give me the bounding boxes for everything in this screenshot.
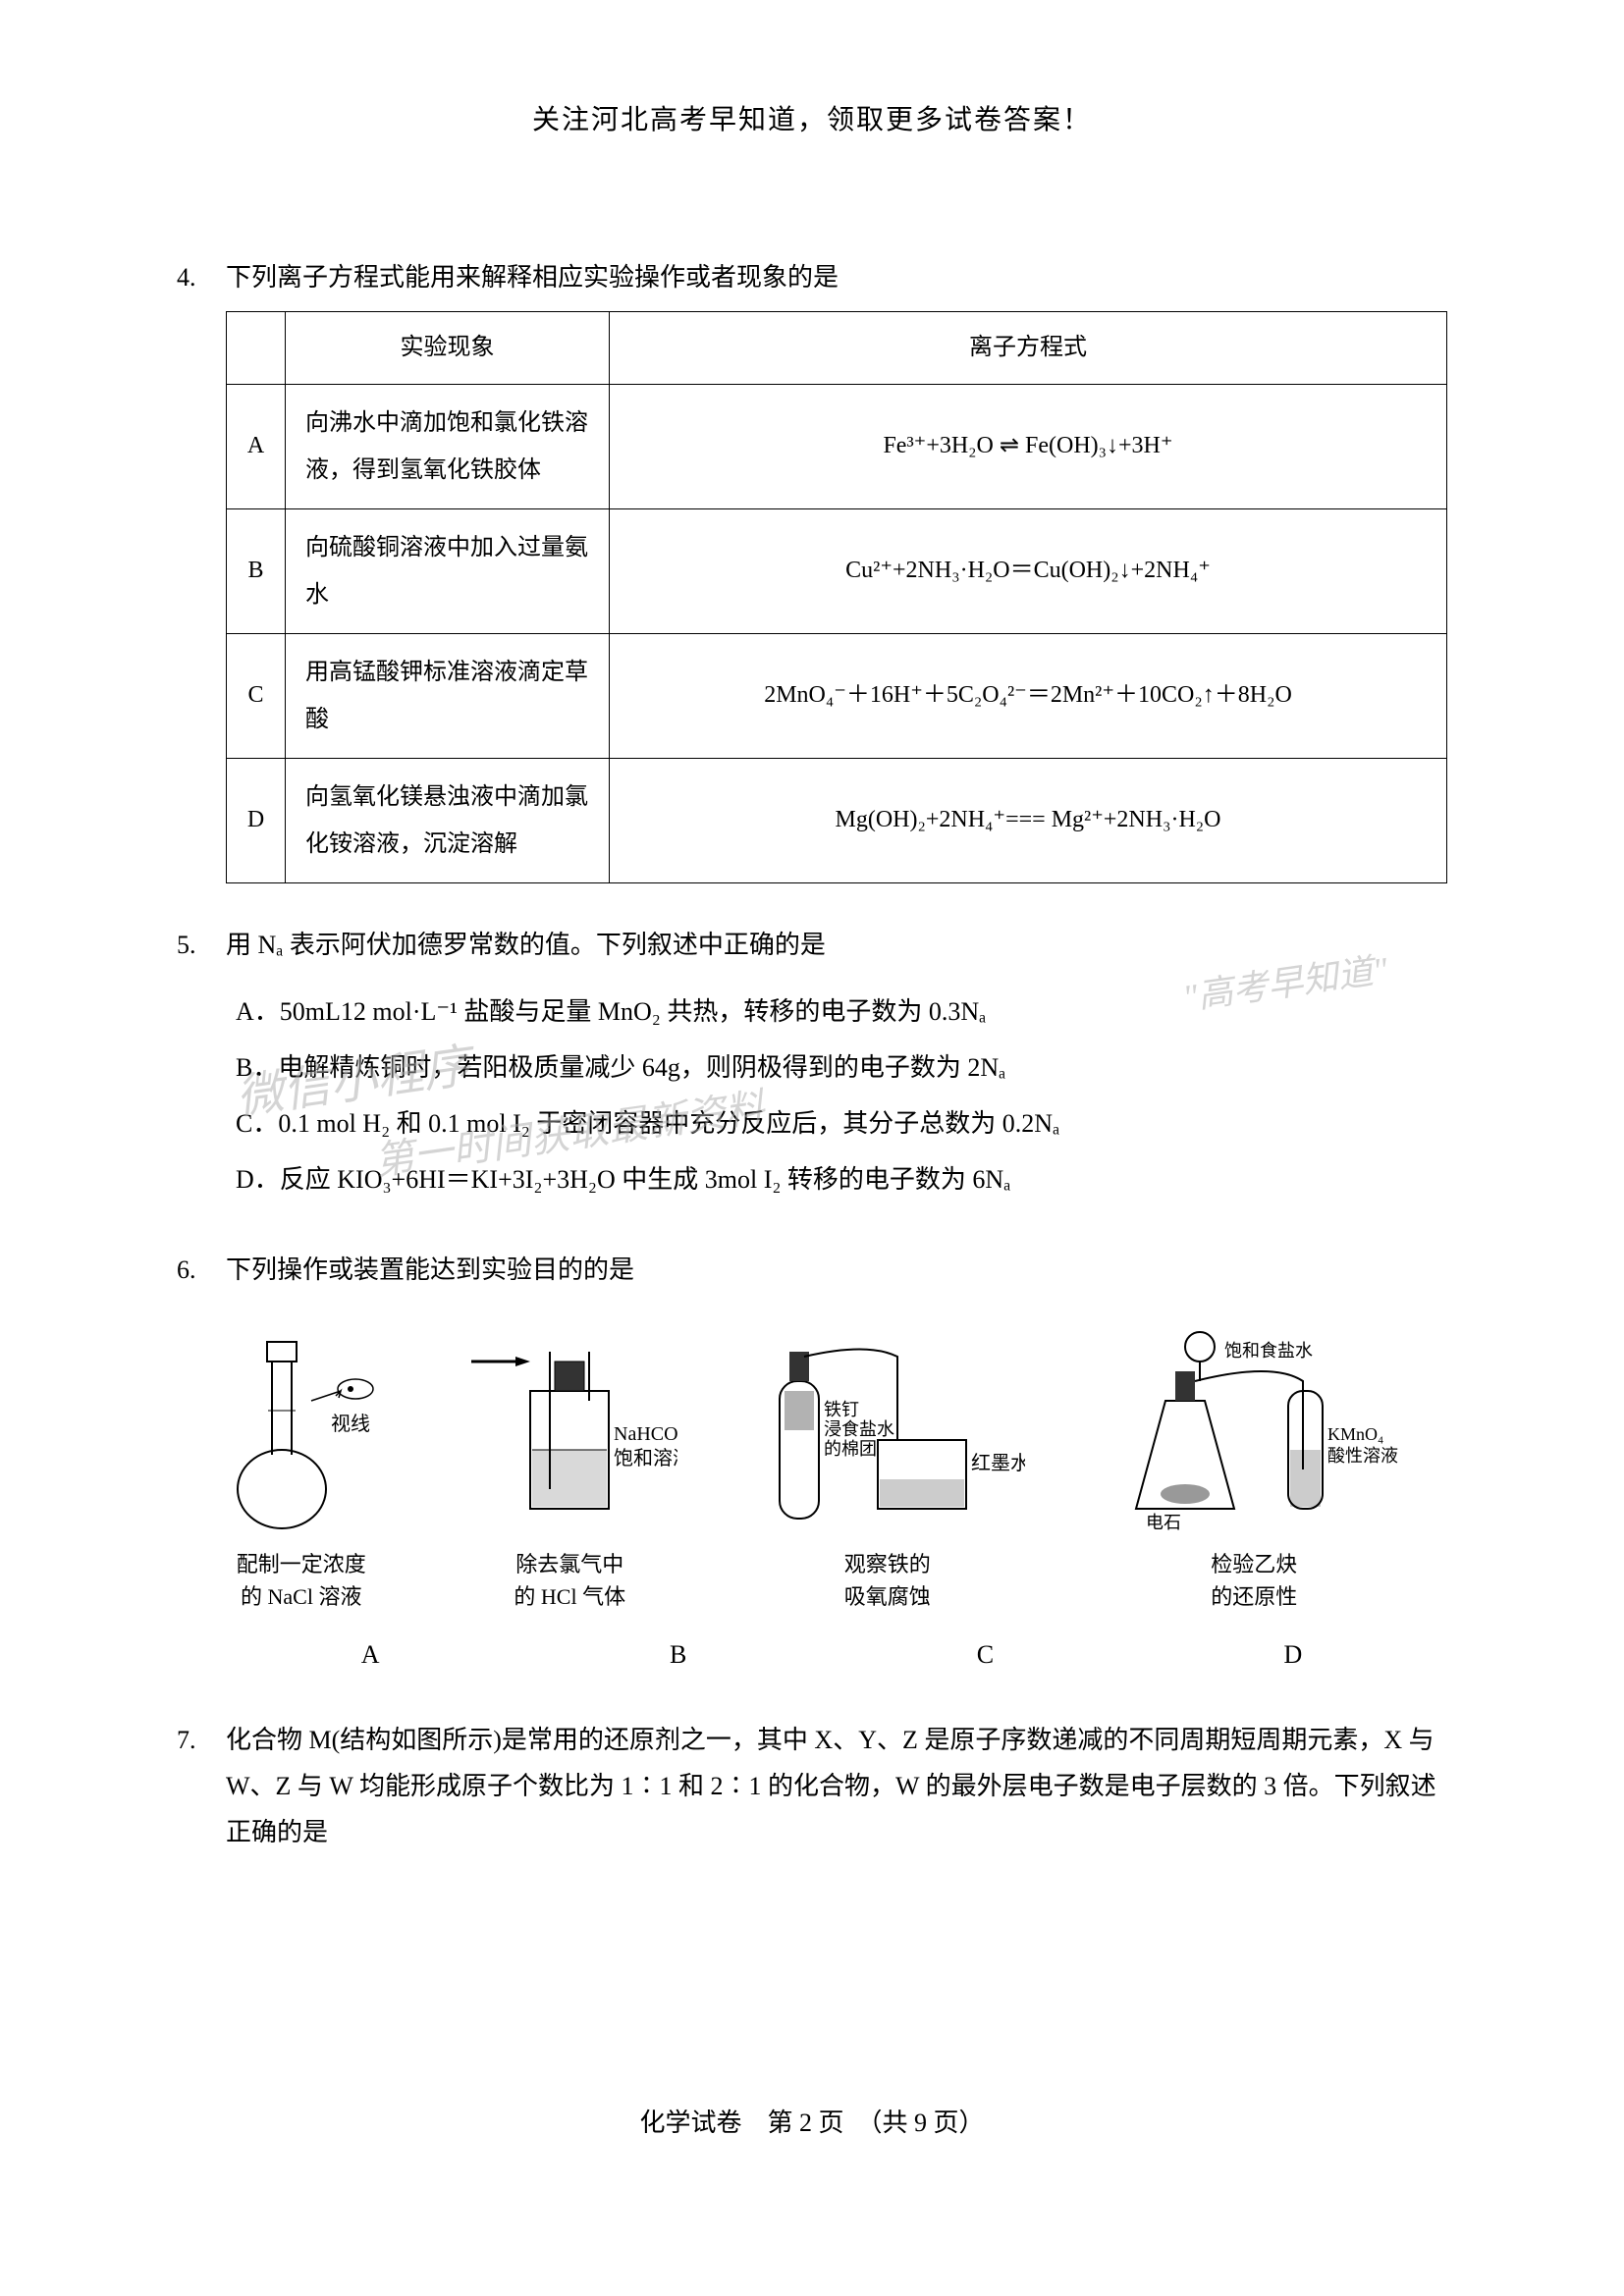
- row-phenom: 用高锰酸钾标准溶液滴定草酸: [286, 633, 610, 758]
- table-row: A 向沸水中滴加饱和氯化铁溶液，得到氢氧化铁胶体 Fe³⁺+3H₂O ⇌ Fe(…: [227, 384, 1447, 508]
- row-eq: Mg(OH)₂+2NH₄⁺=== Mg²⁺+2NH₃·H₂O: [610, 758, 1447, 882]
- q4-table: 实验现象 离子方程式 A 向沸水中滴加饱和氯化铁溶液，得到氢氧化铁胶体 Fe³⁺…: [226, 311, 1447, 883]
- diag-b-caption: 除去氯气中 的 HCl 气体: [461, 1548, 677, 1613]
- corrosion-icon: 铁钉 浸食盐水 的棉团 红墨水: [750, 1322, 1025, 1538]
- diagram-b: NaHCO₃ 饱和溶液 除去氯气中 的 HCl 气体: [461, 1322, 677, 1613]
- row-phenom: 向硫酸铜溶液中加入过量氨水: [286, 508, 610, 633]
- diag-c-caption: 观察铁的 吸氧腐蚀: [750, 1548, 1025, 1613]
- diagram-c: 铁钉 浸食盐水 的棉团 红墨水 观察铁的 吸氧腐蚀: [750, 1322, 1025, 1613]
- q5-opt-a: A．50mL12 mol·L⁻¹ 盐酸与足量 MnO₂ 共热，转移的电子数为 0…: [236, 984, 1447, 1040]
- label-ink: 红墨水: [971, 1452, 1025, 1474]
- row-label: C: [227, 633, 286, 758]
- q5-num: 5.: [177, 923, 226, 969]
- label-nahco3: NaHCO₃: [614, 1423, 677, 1445]
- row-label: A: [227, 384, 286, 508]
- question-7: 7. 化合物 M(结构如图所示)是常用的还原剂之一，其中 X、Y、Z 是原子序数…: [177, 1718, 1447, 1855]
- diagram-a: 视线 配制一定浓度 的 NaCl 溶液: [213, 1322, 390, 1613]
- q5-opt-b: B．电解精炼铜时，若阳极质量减少 64g，则阴极得到的电子数为 2Nₐ: [236, 1040, 1447, 1095]
- q4-num: 4.: [177, 255, 226, 301]
- row-label: B: [227, 508, 286, 633]
- row-eq: 2MnO₄⁻＋16H⁺＋5C₂O₄²⁻＝2Mn²⁺＋10CO₂↑＋8H₂O: [610, 633, 1447, 758]
- row-eq: Fe³⁺+3H₂O ⇌ Fe(OH)₃↓+3H⁺: [610, 384, 1447, 508]
- table-row: D 向氢氧化镁悬浊液中滴加氯化铵溶液，沉淀溶解 Mg(OH)₂+2NH₄⁺===…: [227, 758, 1447, 882]
- table-row: B 向硫酸铜溶液中加入过量氨水 Cu²⁺+2NH₃·H₂O＝Cu(OH)₂↓+2…: [227, 508, 1447, 633]
- diagram-d: 饱和食盐水 电石 KMnO₄ 酸性溶液 检验乙炔 的还原性: [1097, 1322, 1411, 1613]
- diag-letter-c: C: [977, 1632, 994, 1679]
- question-5: 5. 用 Nₐ 表示阿伏加德罗常数的值。下列叙述中正确的是 A．50mL12 m…: [177, 923, 1447, 1208]
- q7-text: 化合物 M(结构如图所示)是常用的还原剂之一，其中 X、Y、Z 是原子序数递减的…: [226, 1718, 1447, 1855]
- row-phenom: 向沸水中滴加饱和氯化铁溶液，得到氢氧化铁胶体: [286, 384, 610, 508]
- diag-a-caption: 配制一定浓度 的 NaCl 溶液: [213, 1548, 390, 1613]
- row-label: D: [227, 758, 286, 882]
- diag-letter-a: A: [361, 1632, 380, 1679]
- label-sight: 视线: [331, 1413, 370, 1435]
- q6-text: 下列操作或装置能达到实验目的的是: [226, 1248, 1447, 1294]
- th-blank: [227, 311, 286, 384]
- q4-text: 下列离子方程式能用来解释相应实验操作或者现象的是: [226, 255, 1447, 301]
- flask-icon: 视线: [213, 1322, 390, 1538]
- th-eq: 离子方程式: [610, 311, 1447, 384]
- label-iron: 铁钉: [824, 1400, 859, 1419]
- wash-bottle-icon: NaHCO₃ 饱和溶液: [461, 1322, 677, 1538]
- diag-d-caption: 检验乙炔 的还原性: [1097, 1548, 1411, 1613]
- question-4: 4. 下列离子方程式能用来解释相应实验操作或者现象的是 实验现象 离子方程式 A…: [177, 255, 1447, 883]
- label-cotton2: 的棉团: [824, 1439, 877, 1459]
- acetylene-icon: 饱和食盐水 电石 KMnO₄ 酸性溶液: [1097, 1322, 1411, 1538]
- diag-letter-d: D: [1284, 1632, 1303, 1679]
- diag-letter-b: B: [670, 1632, 686, 1679]
- q5-opt-d: D．反应 KIO₃+6HI＝KI+3I₂+3H₂O 中生成 3mol I₂ 转移…: [236, 1151, 1447, 1207]
- q5-opt-c: C．0.1 mol H₂ 和 0.1 mol I₂ 于密闭容器中充分反应后，其分…: [236, 1095, 1447, 1151]
- q5-text: 用 Nₐ 表示阿伏加德罗常数的值。下列叙述中正确的是: [226, 923, 1447, 969]
- label-cotton: 浸食盐水: [824, 1419, 894, 1439]
- page-header: 关注河北高考早知道，领取更多试卷答案！: [177, 98, 1447, 137]
- th-phenom: 实验现象: [286, 311, 610, 384]
- table-row: C 用高锰酸钾标准溶液滴定草酸 2MnO₄⁻＋16H⁺＋5C₂O₄²⁻＝2Mn²…: [227, 633, 1447, 758]
- row-eq: Cu²⁺+2NH₃·H₂O＝Cu(OH)₂↓+2NH₄⁺: [610, 508, 1447, 633]
- label-sat: 饱和溶液: [614, 1447, 677, 1469]
- label-saltwater: 饱和食盐水: [1224, 1341, 1313, 1361]
- label-acid: 酸性溶液: [1327, 1446, 1398, 1466]
- q7-num: 7.: [177, 1718, 226, 1764]
- page-footer: 化学试卷 第 2 页 （共 9 页）: [0, 2103, 1624, 2139]
- label-carbide: 电石: [1146, 1513, 1181, 1532]
- label-kmno4: KMnO₄: [1327, 1424, 1383, 1444]
- q6-num: 6.: [177, 1248, 226, 1294]
- row-phenom: 向氢氧化镁悬浊液中滴加氯化铵溶液，沉淀溶解: [286, 758, 610, 882]
- question-6: 6. 下列操作或装置能达到实验目的的是 视线 配制一定浓度 的 NaCl 溶液: [177, 1248, 1447, 1680]
